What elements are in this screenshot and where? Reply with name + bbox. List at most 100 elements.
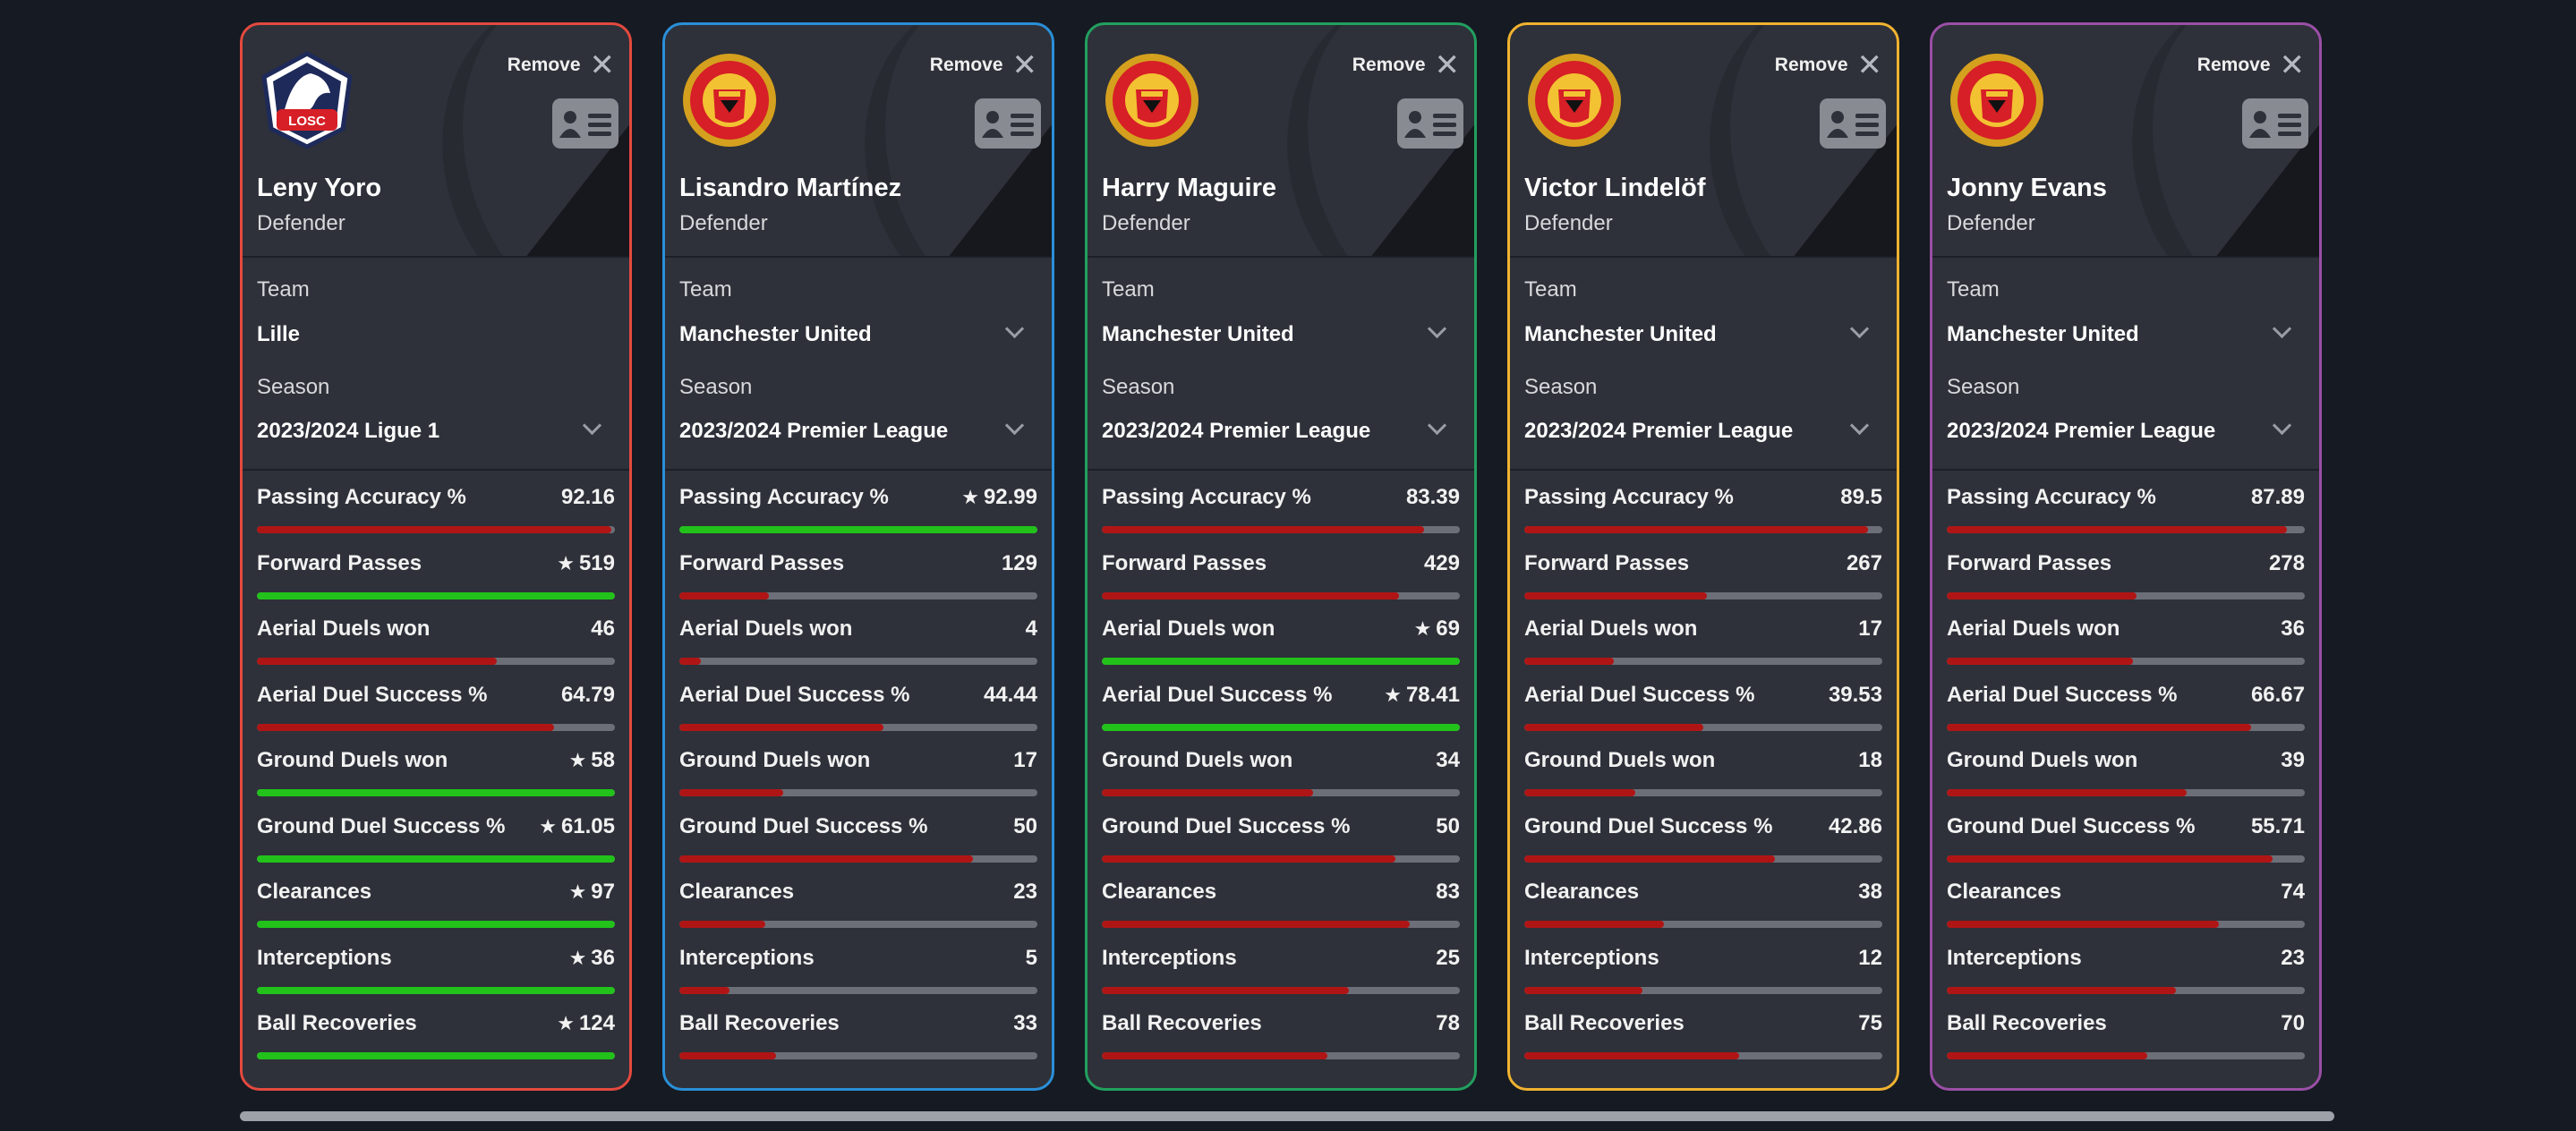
remove-button[interactable]: Remove ✕	[508, 50, 615, 81]
stat-value: 129	[1001, 550, 1037, 575]
stat-row: Aerial Duel Success % 64.79	[243, 668, 629, 735]
id-card-icon[interactable]	[552, 98, 618, 149]
team-select[interactable]: Manchester United	[1947, 322, 2139, 346]
stat-row: Passing Accuracy % ★ 92.99	[665, 471, 1052, 537]
stat-bar	[257, 1052, 615, 1059]
chevron-down-icon[interactable]	[1849, 415, 1870, 436]
stat-bar	[1947, 789, 2305, 796]
stat-value: ★ 124	[557, 1011, 615, 1035]
stat-bar-fill	[1947, 921, 2219, 928]
team-select[interactable]: Manchester United	[679, 322, 872, 346]
remove-button[interactable]: Remove ✕	[2197, 50, 2305, 81]
stat-name: Aerial Duel Success %	[1102, 682, 1333, 707]
season-label: Season	[257, 375, 330, 399]
star-icon: ★	[568, 749, 587, 771]
player-header: Remove ✕ Harry Maguire Defender	[1088, 25, 1474, 258]
stat-row: Clearances 23	[665, 865, 1052, 931]
stat-row: Ground Duel Success % 50	[1088, 800, 1474, 866]
season-select[interactable]: 2023/2024 Premier League	[1102, 419, 1371, 443]
stat-row: Clearances 74	[1932, 865, 2319, 931]
remove-button[interactable]: Remove ✕	[930, 50, 1037, 81]
stat-bar	[257, 986, 615, 994]
star-icon: ★	[557, 551, 575, 574]
stat-value: 46	[591, 617, 615, 641]
stat-bar-fill	[679, 789, 783, 796]
stat-bar-fill	[1102, 526, 1424, 533]
chevron-down-icon[interactable]	[582, 415, 602, 436]
stat-bar-fill	[679, 986, 729, 994]
stat-name: Interceptions	[257, 945, 392, 970]
chevron-down-icon[interactable]	[1849, 319, 1870, 339]
stat-bar-fill	[1102, 723, 1460, 731]
stat-bar	[1102, 723, 1460, 731]
team-label: Team	[1947, 277, 2000, 302]
stat-bar-fill	[257, 526, 611, 533]
id-card-icon[interactable]	[1397, 98, 1463, 149]
chevron-down-icon[interactable]	[2272, 415, 2292, 436]
season-select[interactable]: 2023/2024 Premier League	[1947, 419, 2216, 443]
chevron-down-icon[interactable]	[1004, 415, 1025, 436]
team-label: Team	[1102, 277, 1155, 302]
stat-name: Passing Accuracy %	[1524, 485, 1734, 509]
stat-bar	[1524, 1052, 1882, 1059]
stat-row: Interceptions 5	[665, 931, 1052, 998]
stat-value: 36	[2281, 617, 2305, 641]
stat-bar	[679, 658, 1037, 665]
stat-bar-fill	[1102, 658, 1460, 665]
player-name: Leny Yoro	[257, 174, 382, 202]
stat-value: 42.86	[1828, 813, 1882, 838]
season-select[interactable]: 2023/2024 Premier League	[1524, 419, 1794, 443]
season-label: Season	[1102, 375, 1175, 399]
stat-row: Clearances 83	[1088, 865, 1474, 931]
id-card-icon[interactable]	[1820, 98, 1886, 149]
stat-bar-fill	[1524, 723, 1703, 731]
stat-row: Ground Duels won 34	[1088, 734, 1474, 800]
star-icon: ★	[1413, 617, 1432, 640]
stat-bar	[1524, 591, 1882, 600]
chevron-down-icon[interactable]	[1427, 319, 1447, 339]
stat-row: Interceptions 25	[1088, 931, 1474, 998]
stat-value: ★ 58	[568, 748, 615, 772]
chevron-down-icon[interactable]	[1004, 319, 1025, 339]
season-select[interactable]: 2023/2024 Ligue 1	[257, 419, 440, 443]
stat-value: 44.44	[983, 682, 1037, 707]
horizontal-scrollbar[interactable]	[240, 1111, 2334, 1121]
stat-bar-fill	[1947, 855, 2273, 863]
stat-value: 267	[1846, 550, 1882, 575]
id-card-icon[interactable]	[975, 98, 1041, 149]
stat-bar-fill	[1102, 789, 1313, 796]
stat-row: Aerial Duel Success % ★ 78.41	[1088, 668, 1474, 735]
remove-button[interactable]: Remove ✕	[1352, 50, 1460, 81]
stat-bar	[679, 526, 1037, 533]
stat-name: Forward Passes	[1102, 550, 1267, 575]
stat-row: Ground Duels won 39	[1932, 734, 2319, 800]
remove-label: Remove	[1352, 55, 1426, 75]
team-select[interactable]: Manchester United	[1524, 322, 1717, 346]
stat-bar-fill	[1947, 1052, 2147, 1059]
id-card-icon[interactable]	[2242, 98, 2308, 149]
stat-bar	[257, 789, 615, 796]
stat-name: Passing Accuracy %	[1947, 485, 2156, 509]
stat-name: Aerial Duel Success %	[679, 682, 910, 707]
season-select[interactable]: 2023/2024 Premier League	[679, 419, 949, 443]
stat-name: Passing Accuracy %	[679, 485, 889, 509]
team-select[interactable]: Manchester United	[1102, 322, 1294, 346]
stat-row: Ball Recoveries 33	[665, 997, 1052, 1063]
chevron-down-icon[interactable]	[1427, 415, 1447, 436]
stat-name: Aerial Duel Success %	[1947, 682, 2178, 707]
stat-value: ★ 92.99	[961, 485, 1037, 509]
stat-name: Passing Accuracy %	[1102, 485, 1311, 509]
stat-bar-fill	[257, 789, 615, 796]
player-name: Victor Lindelöf	[1524, 174, 1706, 202]
stat-value: 66.67	[2250, 682, 2305, 707]
stat-value: 429	[1423, 550, 1460, 575]
stat-value: 87.89	[2250, 485, 2305, 509]
stat-bar-fill	[257, 855, 615, 863]
player-position: Defender	[1947, 211, 2035, 235]
remove-button[interactable]: Remove ✕	[1775, 50, 1882, 81]
player-header: Remove ✕ Victor Lindelöf Defender	[1510, 25, 1897, 258]
stat-bar	[257, 526, 615, 533]
stat-bar	[679, 986, 1037, 994]
chevron-down-icon[interactable]	[2272, 319, 2292, 339]
team-season-selectors: Team Manchester United Season 2023/2024 …	[1932, 258, 2319, 471]
